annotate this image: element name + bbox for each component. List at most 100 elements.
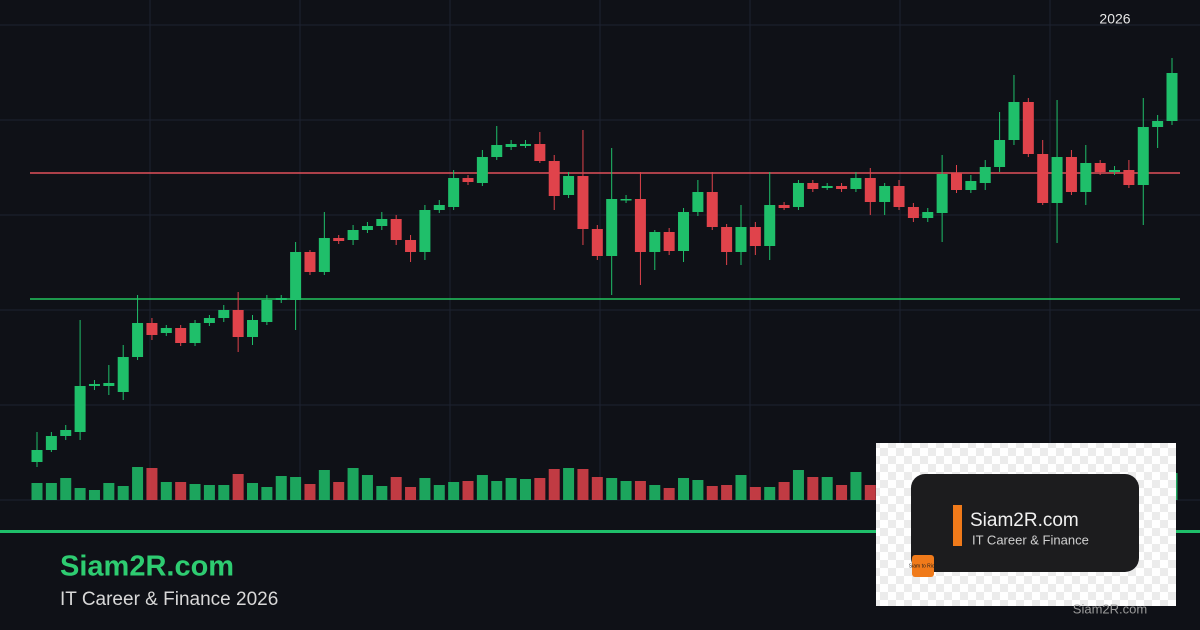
volume-bar bbox=[749, 487, 761, 500]
candle-body bbox=[304, 252, 316, 272]
volume-bar bbox=[160, 482, 172, 500]
candle-body bbox=[591, 229, 603, 256]
candle-body bbox=[821, 186, 833, 188]
candle-body bbox=[505, 144, 517, 147]
logo-bar bbox=[953, 505, 962, 546]
volume-bar bbox=[706, 486, 718, 500]
volume-bar bbox=[563, 468, 575, 500]
candle-body bbox=[146, 323, 158, 335]
candle-body bbox=[60, 430, 72, 436]
candle-body bbox=[936, 174, 948, 213]
volume-bar bbox=[649, 485, 661, 500]
candle-body bbox=[1008, 102, 1020, 140]
candle-body bbox=[218, 310, 230, 318]
candle-body bbox=[577, 176, 589, 229]
volume-bar bbox=[577, 469, 589, 500]
volume-bar bbox=[376, 486, 388, 500]
volume-bar bbox=[476, 475, 488, 500]
volume-bar bbox=[606, 478, 618, 500]
candle-body bbox=[850, 178, 862, 189]
candle-body bbox=[261, 300, 273, 322]
candle-body bbox=[965, 181, 977, 190]
volume-bar bbox=[792, 470, 804, 500]
candle-body bbox=[347, 230, 359, 240]
candle-body bbox=[634, 199, 646, 252]
volume-bar bbox=[132, 467, 144, 500]
volume-bar bbox=[419, 478, 431, 500]
volume-bar bbox=[721, 485, 733, 500]
divider bbox=[0, 530, 1200, 533]
candle-body bbox=[548, 161, 560, 196]
candle-body bbox=[950, 173, 962, 190]
candle-body bbox=[31, 450, 43, 462]
volume-bar bbox=[247, 483, 259, 500]
volume-bar bbox=[74, 488, 86, 500]
volume-bar bbox=[807, 477, 819, 500]
volume-bar bbox=[850, 472, 862, 500]
candle-body bbox=[1137, 127, 1149, 185]
volume-bar bbox=[591, 477, 603, 500]
volume-bar bbox=[261, 487, 273, 500]
volume-bar bbox=[548, 469, 560, 500]
volume-bar bbox=[189, 484, 201, 500]
footer-subtitle: IT Career & Finance 2026 bbox=[60, 589, 278, 610]
candle-body bbox=[1051, 157, 1063, 203]
volume-bar bbox=[275, 476, 287, 500]
candle-body bbox=[448, 178, 460, 207]
candle-body bbox=[519, 144, 531, 146]
candle-body bbox=[1094, 163, 1106, 172]
candle-body bbox=[907, 207, 919, 218]
volume-bar bbox=[534, 478, 546, 500]
volume-bar bbox=[735, 475, 747, 500]
candle-body bbox=[994, 140, 1006, 167]
candle-body bbox=[74, 386, 86, 432]
candle-body bbox=[491, 145, 503, 157]
candle-body bbox=[1109, 170, 1121, 172]
volume-bar bbox=[390, 477, 402, 500]
candle-body bbox=[333, 238, 345, 241]
volume-bar bbox=[620, 481, 632, 500]
candle-body bbox=[405, 240, 417, 252]
volume-bar bbox=[505, 478, 517, 500]
candle-body bbox=[663, 232, 675, 251]
volume-bar bbox=[634, 481, 646, 500]
candle-body bbox=[1080, 163, 1092, 192]
candle-body bbox=[692, 192, 704, 212]
candle-body bbox=[792, 183, 804, 207]
candle-body bbox=[1022, 102, 1034, 154]
volume-bar bbox=[678, 478, 690, 500]
volume-bar bbox=[175, 482, 187, 500]
watermark: Siam2R.com bbox=[1073, 601, 1147, 616]
volume-bar bbox=[117, 486, 129, 500]
volume-bar bbox=[232, 474, 244, 500]
candle-body bbox=[175, 328, 187, 343]
logo-title: Siam2R.com bbox=[970, 510, 1079, 531]
footer-title: Siam2R.com bbox=[60, 551, 234, 583]
volume-bar bbox=[692, 480, 704, 500]
candle-body bbox=[1152, 121, 1164, 127]
volume-bar bbox=[45, 483, 57, 500]
volume-bar bbox=[60, 478, 72, 500]
candle-body bbox=[117, 357, 129, 392]
volume-bar bbox=[519, 479, 531, 500]
volume-bar bbox=[203, 485, 215, 500]
volume-bar bbox=[88, 490, 100, 500]
candle-body bbox=[749, 227, 761, 246]
candle-body bbox=[203, 318, 215, 323]
volume-bar bbox=[304, 484, 316, 500]
candle-body bbox=[534, 144, 546, 161]
candle-body bbox=[290, 252, 302, 300]
volume-bar bbox=[448, 482, 460, 500]
volume-bar bbox=[433, 485, 445, 500]
candle-body bbox=[132, 323, 144, 357]
candle-body bbox=[606, 199, 618, 256]
candle-body bbox=[979, 167, 991, 183]
volume-bar bbox=[318, 470, 330, 500]
candle-body bbox=[893, 186, 905, 207]
candle-body bbox=[721, 227, 733, 252]
candle-body bbox=[376, 219, 388, 226]
candle-body bbox=[1123, 170, 1135, 185]
volume-bar bbox=[103, 483, 115, 500]
volume-bar bbox=[778, 482, 790, 500]
